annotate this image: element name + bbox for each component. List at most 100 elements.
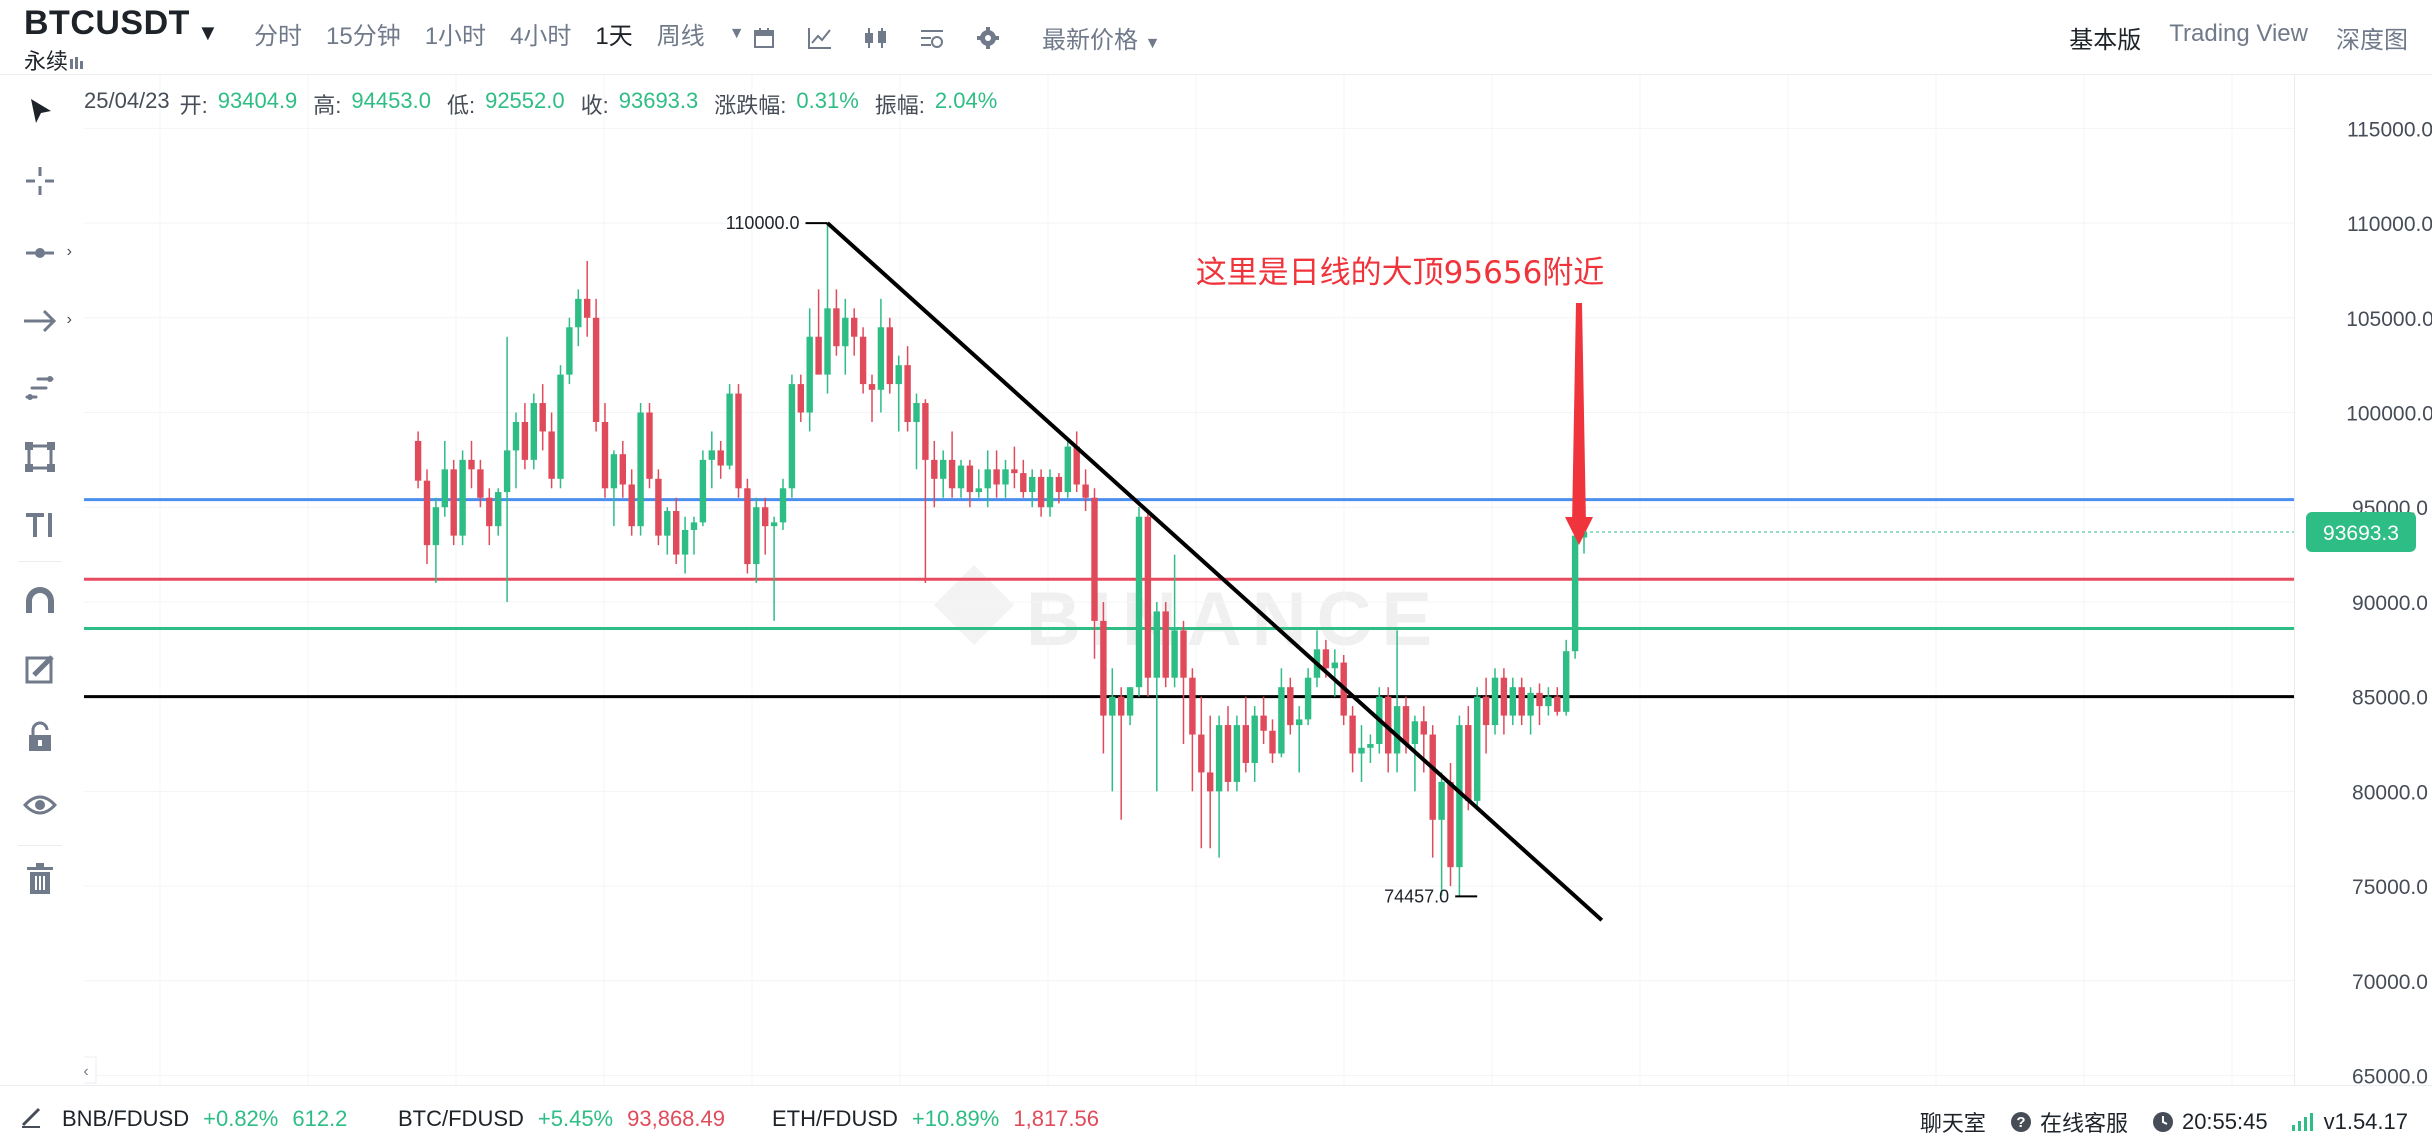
candle-body [450,469,457,536]
trash-icon[interactable] [16,855,64,903]
open-value: 93404.9 [217,88,298,113]
magnet-icon[interactable] [16,577,64,625]
candle-body [1447,781,1454,868]
interval-week[interactable]: 周线 [656,23,705,50]
candle-body [868,384,876,390]
candle-body [948,459,956,489]
candle-body [1482,696,1490,726]
text-tool-icon[interactable] [16,501,64,549]
candle-body [690,522,698,530]
candle-body [1153,611,1160,678]
close-value: 93693.3 [618,88,699,113]
interval-4h[interactable]: 4小时 [510,23,572,50]
candle-date: 25/04/23 [84,88,170,113]
candle-style-icon[interactable] [856,20,896,56]
candle-body [637,412,644,527]
candle-body [1474,696,1481,801]
candle-body [1536,692,1543,707]
candle-body [1420,721,1427,735]
candle-body [975,488,982,493]
candle-body [931,459,938,479]
online-support-link[interactable]: ? 在线客服 [2010,1106,2128,1138]
chevron-left-icon: ‹ [84,1063,89,1080]
eye-icon[interactable] [16,781,64,829]
candle-body [619,454,626,485]
settings-panel-icon[interactable] [912,20,952,56]
candle-body [957,465,965,489]
trendline-tool-icon[interactable]: › [16,229,72,277]
ticker-change: +5.45% [537,1106,614,1131]
candle-body [548,431,555,479]
view-basic[interactable]: 基本版 [2069,27,2142,54]
y-axis-tick-label: 80000.0 [2352,781,2428,804]
candle-body [1269,730,1276,754]
candle-body [1518,687,1525,716]
ohlc-info-bar: 25/04/23 开: 93404.9 高: 94453.0 低: 92552.0 收… [84,88,1013,120]
candle-body [984,469,991,489]
chat-room-link[interactable]: 聊天室 [1919,1111,1986,1136]
signal-icon [2291,1113,2313,1131]
view-depth[interactable]: 深度图 [2336,27,2408,54]
symbol-name[interactable]: BTCUSDT [24,4,190,42]
indicator-icon[interactable] [800,20,840,56]
candle-body [1180,630,1187,678]
candle-body [1438,781,1445,820]
rectangle-tool-icon[interactable] [16,433,64,481]
calendar-icon[interactable] [744,20,784,56]
candle-body [1287,687,1294,726]
y-axis-tick-label: 110000.0 [2347,213,2432,236]
cursor-icon[interactable] [16,87,64,135]
clock: 20:55:45 [2152,1109,2268,1135]
lock-icon[interactable] [16,713,64,761]
interval-minute[interactable]: 分时 [254,23,302,50]
candle-body [1233,725,1241,782]
price-type-label: 最新价格 [1042,27,1138,54]
ticker-item[interactable]: ETH/FDUSD +10.89% 1,817.56 [772,1106,1113,1132]
candle-body [1064,446,1071,493]
candle-body [717,450,724,466]
annotation-text: 这里是日线的大顶95656附近 [1196,255,1605,291]
ticker-edit-icon[interactable] [20,1106,42,1134]
candle-body [1349,715,1356,754]
candle-body [1456,725,1463,868]
candle-body [913,403,920,422]
candle-body [1491,677,1499,726]
ticker-item[interactable]: BTC/FDUSD +5.45% 93,868.49 [398,1106,739,1132]
candle-body [1073,446,1080,485]
more-intervals-icon[interactable]: ▼ [728,24,745,42]
arrow-tool-icon[interactable]: › [16,297,72,345]
interval-1d[interactable]: 1天 [595,23,633,50]
fibonacci-tool-icon[interactable] [16,365,64,413]
candle-body [859,336,867,385]
interval-15m[interactable]: 15分钟 [326,23,401,50]
crosshair-icon[interactable] [16,157,64,205]
chart-tool-icons [744,20,1024,56]
candle-body [699,459,707,523]
candle-body [1046,476,1054,508]
price-type-selector[interactable]: 最新价格 ▼ [1042,20,1161,55]
candle-body [1563,651,1570,712]
change-label: 涨跌幅: [714,93,787,118]
y-axis-tick-label: 105000.0 [2346,308,2432,331]
interval-1h[interactable]: 1小时 [424,23,487,50]
candle-body [468,459,475,470]
candle-body [1082,484,1089,498]
edit-pen-icon[interactable] [16,645,64,693]
drawing-toolbar: › › [0,75,80,1085]
symbol-dropdown-icon[interactable]: ▼ [197,20,219,45]
candle-body [1251,715,1258,763]
ticker-item[interactable]: BNB/FDUSD +0.82% 612.2 [62,1106,361,1132]
candle-body [646,412,653,479]
candle-body [806,336,813,413]
candlestick-chart[interactable]: BINANCE115000.0110000.0105000.0100000.09… [84,75,2432,1085]
candle-body [601,421,609,489]
low-value: 92552.0 [485,88,565,113]
candle-body [1189,677,1196,735]
candle-body [788,384,796,489]
view-tradingview[interactable]: Trading View [2169,20,2308,47]
candle-body [762,507,769,527]
help-icon: ? [2010,1112,2031,1132]
gear-icon[interactable] [968,20,1008,56]
candle-body [1296,719,1303,726]
candle-body [1135,516,1143,688]
